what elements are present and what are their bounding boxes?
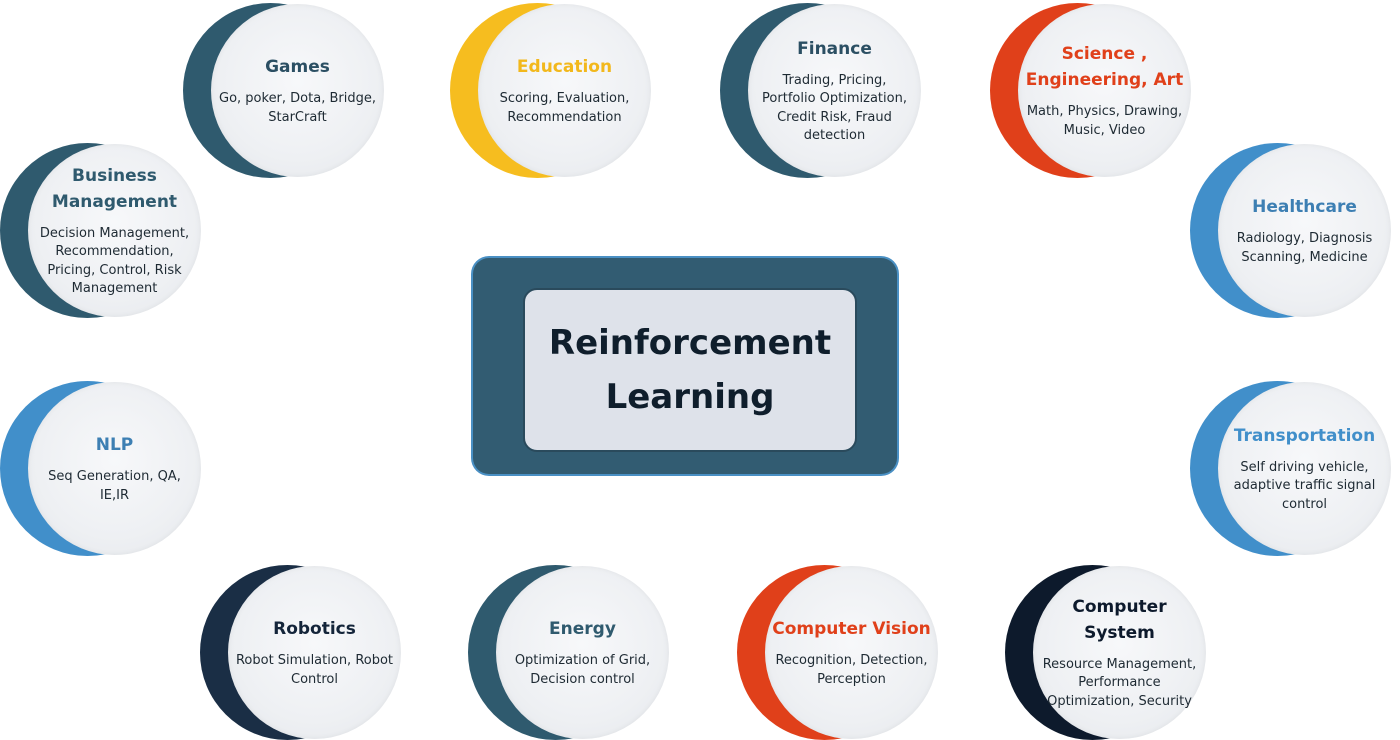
node-description: Recognition, Detection, Perception [775, 653, 928, 687]
node-robotics: Robotics Robot Simulation, Robot Control [200, 565, 405, 740]
node-title: Education [516, 57, 613, 77]
node-finance: Finance Trading, Pricing, Portfolio Opti… [720, 3, 925, 178]
node-education: Education Scoring, Evaluation, Recommend… [450, 3, 655, 178]
center-outer-box: Reinforcement Learning [473, 258, 897, 474]
node-description: Math, Physics, Drawing, Music, Video [1026, 104, 1183, 138]
node-description: Robot Simulation, Robot Control [235, 653, 394, 687]
node-disc [28, 382, 201, 555]
node-title: Science , Engineering, Art [1025, 44, 1184, 90]
center-inner-box: Reinforcement Learning [523, 288, 857, 452]
node-content: Transportation Self driving vehicle, ada… [1218, 382, 1391, 555]
node-disc [211, 4, 384, 177]
center-title: Reinforcement Learning [548, 323, 832, 417]
node-description: Go, poker, Dota, Bridge, StarCraft [219, 91, 376, 125]
node-content: Energy Optimization of Grid, Decision co… [496, 566, 669, 739]
node-disc [496, 566, 669, 739]
node-content: Computer System Resource Management, Per… [1033, 566, 1206, 739]
node-business-management: Business Management Decision Management,… [0, 143, 205, 318]
node-disc [1218, 382, 1391, 555]
node-content: Healthcare Radiology, Diagnosis Scanning… [1218, 144, 1391, 317]
node-disc [1218, 144, 1391, 317]
node-content: Computer Vision Recognition, Detection, … [765, 566, 938, 739]
node-title: Games [265, 57, 330, 77]
node-content: Finance Trading, Pricing, Portfolio Opti… [748, 4, 921, 177]
node-science-engineering-art: Science , Engineering, Art Math, Physics… [990, 3, 1195, 178]
node-description: Self driving vehicle, adaptive traffic s… [1233, 459, 1376, 512]
node-description: Trading, Pricing, Portfolio Optimization… [762, 72, 907, 144]
node-title: Robotics [273, 619, 356, 639]
node-title: Energy [549, 619, 616, 639]
node-healthcare: Healthcare Radiology, Diagnosis Scanning… [1190, 143, 1395, 318]
node-transportation: Transportation Self driving vehicle, ada… [1190, 381, 1395, 556]
node-disc [478, 4, 651, 177]
node-title: Computer System [1072, 596, 1167, 643]
node-disc [765, 566, 938, 739]
node-nlp: NLP Seq Generation, QA, IE,IR [0, 381, 205, 556]
node-description: Decision Management, Recommendation, Pri… [39, 225, 190, 297]
node-content: Science , Engineering, Art Math, Physics… [1018, 4, 1191, 177]
node-title: Finance [797, 38, 872, 59]
node-title: Business Management [51, 165, 178, 212]
node-title: Computer Vision [772, 619, 931, 639]
node-description: Resource Management, Performance Optimiz… [1042, 656, 1197, 709]
node-computer-system: Computer System Resource Management, Per… [1005, 565, 1210, 740]
node-content: Robotics Robot Simulation, Robot Control [228, 566, 401, 739]
node-description: Radiology, Diagnosis Scanning, Medicine [1236, 231, 1373, 265]
node-title: NLP [95, 435, 134, 455]
node-description: Scoring, Evaluation, Recommendation [499, 91, 630, 125]
node-games: Games Go, poker, Dota, Bridge, StarCraft [183, 3, 388, 178]
node-content: Education Scoring, Evaluation, Recommend… [478, 4, 651, 177]
node-disc [28, 144, 201, 317]
node-disc [1018, 4, 1191, 177]
node-computer-vision: Computer Vision Recognition, Detection, … [737, 565, 942, 740]
node-disc [1033, 566, 1206, 739]
node-energy: Energy Optimization of Grid, Decision co… [468, 565, 673, 740]
node-description: Optimization of Grid, Decision control [514, 653, 651, 687]
node-content: NLP Seq Generation, QA, IE,IR [28, 382, 201, 555]
node-disc [748, 4, 921, 177]
node-content: Games Go, poker, Dota, Bridge, StarCraft [211, 4, 384, 177]
node-disc [228, 566, 401, 739]
node-content: Business Management Decision Management,… [28, 144, 201, 317]
node-title: Transportation [1233, 425, 1376, 446]
node-description: Seq Generation, QA, IE,IR [48, 469, 181, 503]
node-title: Healthcare [1252, 197, 1357, 217]
